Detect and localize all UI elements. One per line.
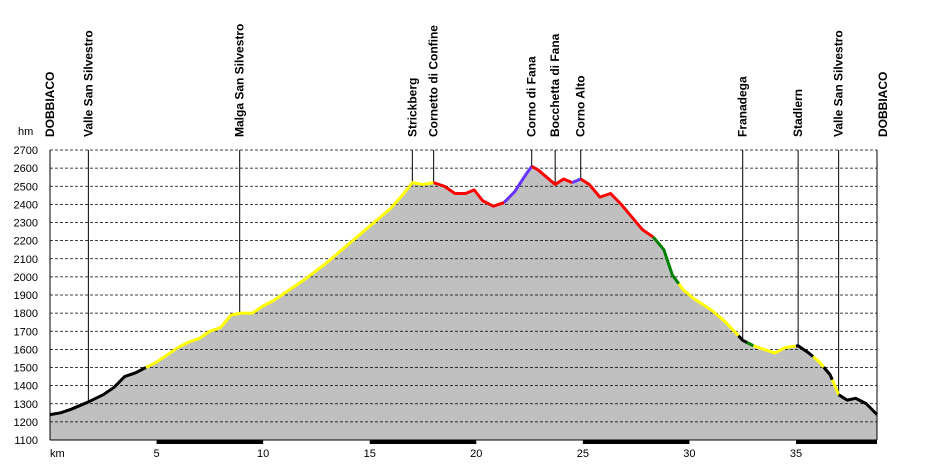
- y-tick-label: 2100: [14, 254, 38, 266]
- trail-segment: [830, 379, 841, 396]
- x-tick-label: 30: [683, 448, 695, 460]
- waypoint-label: Cornetto di Confine: [427, 25, 441, 137]
- x-axis-band: [582, 440, 690, 444]
- x-tick-label: 10: [257, 448, 269, 460]
- y-tick-label: 1100: [14, 435, 38, 447]
- trail-segment: [652, 236, 680, 285]
- trail-segment: [746, 341, 755, 348]
- waypoint-label: Franadega: [736, 76, 750, 137]
- x-tick-label: 15: [364, 448, 376, 460]
- y-axis-unit: hm: [18, 126, 33, 138]
- elevation-area: [50, 166, 877, 440]
- trail-segment: [530, 165, 573, 186]
- x-tick-label: 35: [790, 448, 802, 460]
- y-tick-label: 1500: [14, 363, 38, 375]
- x-tick-label: 5: [154, 448, 160, 460]
- trail-segment: [571, 177, 582, 185]
- trail-segment: [579, 177, 655, 239]
- trail-segment: [737, 334, 748, 344]
- x-tick-label: 20: [470, 448, 482, 460]
- trail-segment: [502, 165, 533, 204]
- y-tick-label: 2000: [14, 272, 38, 284]
- waypoint-label: DOBBIACO: [43, 72, 57, 137]
- waypoint-label: Corno Alto: [574, 75, 588, 137]
- x-axis-band: [156, 440, 264, 444]
- y-tick-label: 2500: [14, 181, 38, 193]
- y-tick-label: 1300: [14, 399, 38, 411]
- x-axis-band: [796, 440, 877, 444]
- waypoint-label: Bocchetta di Fana: [548, 33, 562, 137]
- y-tick-label: 1600: [14, 344, 38, 356]
- waypoint-label: Malga San Silvestro: [233, 24, 247, 137]
- y-tick-label: 1200: [14, 417, 38, 429]
- y-tick-label: 2300: [14, 218, 38, 230]
- waypoint-label: Stadlern: [791, 89, 805, 137]
- trail-segment: [837, 393, 879, 416]
- x-axis-unit: km: [50, 448, 65, 460]
- y-tick-label: 2700: [14, 145, 38, 157]
- trail-segment: [677, 282, 740, 337]
- x-tick-label: 25: [577, 448, 589, 460]
- y-tick-label: 2400: [14, 199, 38, 211]
- trail-segment: [145, 181, 434, 369]
- trail-segment: [822, 366, 834, 381]
- y-tick-label: 1400: [14, 381, 38, 393]
- waypoint-label: Valle San Silvestro: [81, 30, 95, 137]
- y-tick-label: 1800: [14, 308, 38, 320]
- trail-segment: [752, 344, 797, 355]
- y-tick-label: 2600: [14, 163, 38, 175]
- trail-segment: [795, 344, 815, 358]
- y-tick-label: 1900: [14, 290, 38, 302]
- y-tick-label: 1700: [14, 326, 38, 338]
- waypoint-label: DOBBIACO: [876, 72, 890, 137]
- trail-segment: [433, 181, 505, 208]
- waypoint-label: Valle San Silvestro: [832, 30, 846, 137]
- trail-segment: [49, 366, 147, 417]
- waypoint-label: Corno di Fana: [525, 56, 539, 137]
- x-axis-band: [369, 440, 477, 444]
- y-tick-label: 2200: [14, 236, 38, 248]
- trail-segment: [812, 355, 825, 369]
- waypoint-label: Strickberg: [405, 78, 419, 137]
